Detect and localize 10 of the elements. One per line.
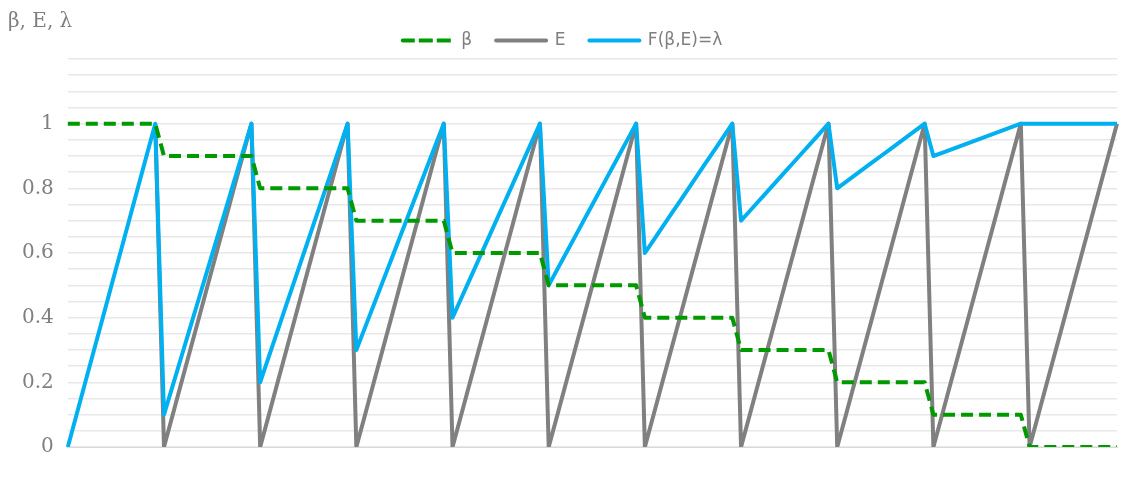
y-tick-label: 0.4 bbox=[21, 303, 54, 328]
legend-label: β bbox=[461, 28, 473, 49]
y-tick-label: 0.2 bbox=[21, 368, 54, 393]
legend-label: E bbox=[554, 28, 566, 49]
legend-label: F(β,E)=λ bbox=[647, 28, 723, 49]
y-tick-label: 0 bbox=[41, 433, 54, 458]
y-tick-label: 0.8 bbox=[21, 174, 54, 199]
y-tick-label: 0.6 bbox=[21, 239, 54, 264]
y-axis-title: β, E, λ bbox=[8, 8, 73, 33]
y-tick-label: 1 bbox=[41, 109, 54, 134]
